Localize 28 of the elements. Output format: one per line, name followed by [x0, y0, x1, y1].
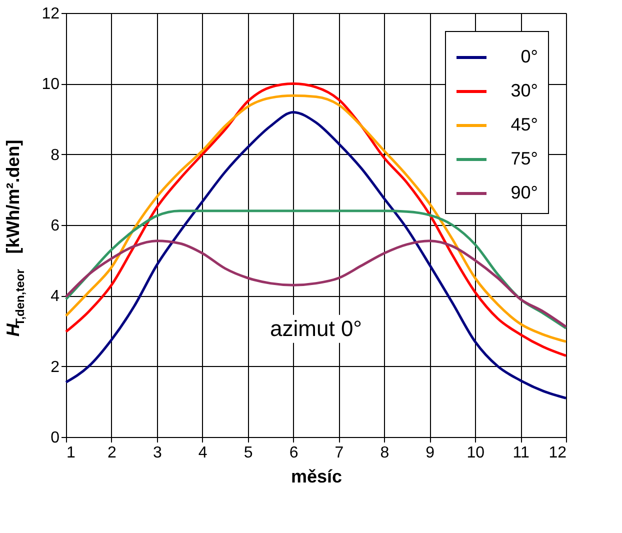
y-tick-label: 8 [50, 146, 60, 164]
y-tick-label: 6 [50, 218, 60, 234]
x-tick-label: 5 [244, 444, 253, 462]
x-tick-label: 12 [548, 444, 567, 462]
x-tick-label: 4 [198, 444, 208, 462]
y-tick-label: 12 [42, 6, 60, 22]
annotation: azimut 0° [270, 316, 362, 341]
legend-label: 45° [510, 114, 538, 134]
legend-label: 90° [510, 182, 538, 202]
x-tick-label: 1 [66, 444, 76, 462]
line-series [64, 111, 568, 400]
legend-label: 0° [520, 46, 538, 66]
x-tick-label: 9 [426, 444, 435, 462]
y-tick-label: 10 [42, 76, 60, 94]
x-axis-title: měsíc [290, 466, 342, 486]
y-tick-label: 0 [50, 430, 60, 446]
x-tick-label: 8 [380, 444, 390, 462]
x-tick-label: 7 [334, 444, 344, 462]
x-tick-label: 3 [152, 444, 162, 462]
y-tick-label: 4 [50, 288, 60, 306]
text: HT,den,teor [kWh/m².den] [3, 140, 27, 337]
legend-label: 75° [510, 148, 538, 168]
x-tick-label: 6 [289, 444, 298, 462]
x-tick-label: 2 [108, 444, 116, 462]
x-tick-label: 10 [466, 444, 485, 462]
y-tick-label: 2 [50, 358, 60, 376]
legend-label: 30° [510, 80, 538, 100]
x-tick-label: 11 [512, 444, 530, 462]
